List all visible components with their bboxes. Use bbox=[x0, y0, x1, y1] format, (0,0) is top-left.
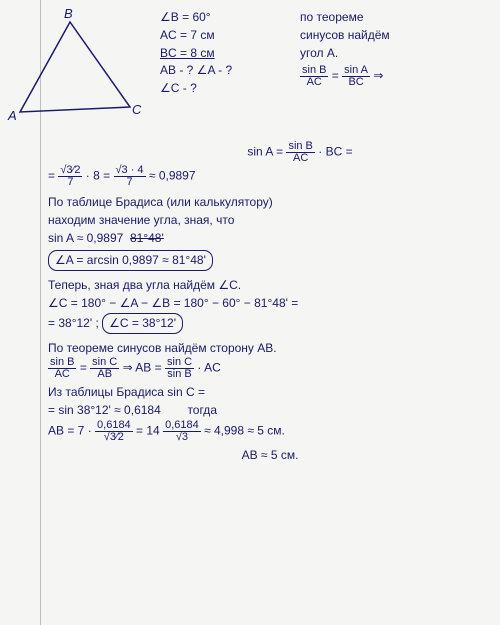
theorem-l1: по теореме bbox=[300, 9, 490, 26]
given-ac: AC = 7 см bbox=[160, 27, 232, 44]
sinC-line: = sin 38°12' ≈ 0,6184 тогда bbox=[48, 402, 492, 419]
theorem2-line: По теореме синусов найдём сторону AB. bbox=[48, 340, 492, 357]
angleA-box-row: ∠A = arcsin 0,9897 ≈ 81°48' bbox=[48, 250, 492, 271]
eq4: sin BAC = sin CAB ⇒ AB = sin Csin B · AC bbox=[48, 357, 492, 380]
given-angle-b: ∠B = 60° bbox=[160, 9, 232, 26]
angleA-box: ∠A = arcsin 0,9897 ≈ 81°48' bbox=[48, 250, 213, 271]
final-calc: AB = 7 · 0,6184√3⁄2 = 14 0,6184√3 ≈ 4,99… bbox=[48, 420, 492, 443]
answer-line: AB ≈ 5 см. bbox=[48, 447, 492, 464]
angleC-calc: ∠C = 180° − ∠A − ∠B = 180° − 60° − 81°48… bbox=[48, 295, 492, 312]
theorem-l3: угол A. bbox=[300, 45, 490, 62]
solution-body: sin A = sin BAC · BC = = √3⁄27 · 8 = √3 … bbox=[48, 140, 492, 465]
eq2: sin A = sin BAC · BC = bbox=[108, 141, 492, 164]
given-find2: ∠C - ? bbox=[160, 80, 232, 97]
given-block: ∠B = 60° AC = 7 см BC = 8 см AB - ? ∠A -… bbox=[160, 8, 232, 98]
given-bc: BC = 8 см bbox=[160, 45, 232, 62]
vertex-c-label: C bbox=[132, 102, 141, 117]
angleC-box: ∠C = 38°12' bbox=[102, 313, 183, 334]
bradis-l1: По таблице Брадиса (или калькулятору) bbox=[48, 194, 492, 211]
eq3: = √3⁄27 · 8 = √3 · 47 ≈ 0,9897 bbox=[48, 165, 492, 188]
given-find1: AB - ? ∠A - ? bbox=[160, 62, 232, 79]
triangle-shape bbox=[20, 22, 130, 112]
vertex-b-label: B bbox=[64, 6, 73, 21]
now-line: Теперь, зная два угла найдём ∠C. bbox=[48, 277, 492, 294]
bradis-l2: находим значение угла, зная, что bbox=[48, 212, 492, 229]
angleC-res-row: = 38°12' ; ∠C = 38°12' bbox=[48, 313, 492, 334]
bradis3-line: Из таблицы Брадиса sin C = bbox=[48, 384, 492, 401]
eq1: sin BAC = sin ABC ⇒ bbox=[300, 65, 490, 88]
vertex-a-label: A bbox=[8, 108, 17, 123]
triangle-diagram: A B C bbox=[10, 12, 140, 122]
sinA-line: sin A ≈ 0,9897 81°48' bbox=[48, 230, 492, 247]
triangle-svg bbox=[10, 12, 140, 122]
theorem-l2: синусов найдём bbox=[300, 27, 490, 44]
theorem-note: по теореме синусов найдём угол A. sin BA… bbox=[300, 8, 490, 89]
